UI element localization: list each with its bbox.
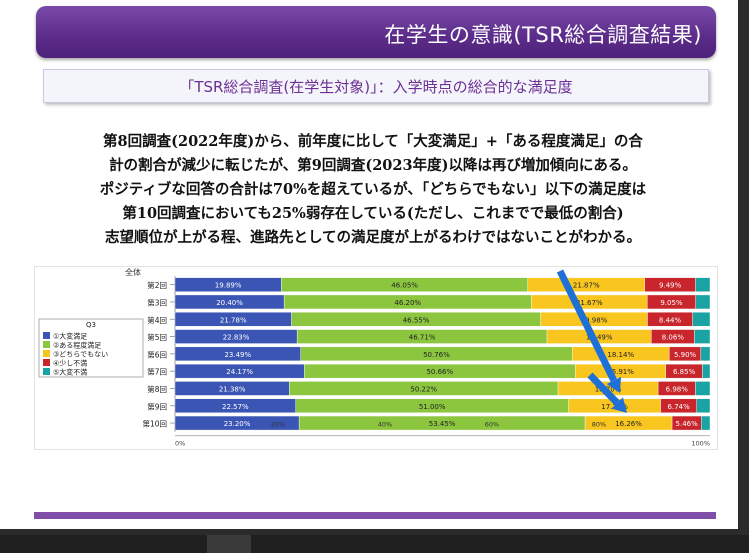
slide: 在学生の意識(TSR総合調査結果) 「TSR総合調査(在学生対象)」：入学時点の… xyxy=(0,0,738,529)
category-label: 第7回 xyxy=(147,367,167,377)
data-label: 50.22% xyxy=(410,385,437,393)
x-tick-label: 0% xyxy=(175,440,185,448)
chart-panel: 全体 第2回 19.89% 46.05% 21.87% 9.49% 第3回 20.40% 46.… xyxy=(34,266,718,450)
data-label: 19.98% xyxy=(581,316,608,324)
inner-tick-label: 40% xyxy=(378,421,392,429)
data-label: 21.38% xyxy=(219,385,246,393)
data-label: 21.87% xyxy=(573,282,600,290)
data-label: 19.49% xyxy=(586,334,613,342)
bar-segment xyxy=(701,415,711,431)
data-label: 21.67% xyxy=(576,299,603,307)
data-label: 9.05% xyxy=(660,299,683,307)
summary-line-2: 計の割合が減少に転じたが、第9回調査(2023年度)以降は再び増加傾向にある。 xyxy=(109,157,637,174)
category-label: 第3回 xyxy=(147,297,167,307)
header-bar: 在学生の意識(TSR総合調査結果) xyxy=(36,6,716,58)
category-label: 第5回 xyxy=(147,332,167,342)
data-label: 50.76% xyxy=(423,351,450,359)
data-label: 5.90% xyxy=(674,351,697,359)
subtitle-box: 「TSR総合調査(在学生対象)」：入学時点の総合的な満足度 xyxy=(43,69,709,103)
data-label: 19.89% xyxy=(215,282,242,290)
summary-line-4: 第10回調査においても25%弱存在している(ただし、これまでで最低の割合) xyxy=(122,205,624,222)
data-label: 8.06% xyxy=(662,334,685,342)
bar-segment xyxy=(692,312,711,327)
data-label: 18.14% xyxy=(607,351,634,359)
bar-segment xyxy=(700,346,711,362)
data-label: 23.49% xyxy=(224,351,251,359)
legend-swatch xyxy=(43,341,50,348)
data-label: 23.20% xyxy=(224,420,251,428)
inner-tick-label: 80% xyxy=(592,421,606,429)
data-label: 46.55% xyxy=(403,316,430,324)
data-label: 8.44% xyxy=(659,316,682,324)
legend-swatch xyxy=(43,368,50,375)
category-label: 第4回 xyxy=(147,315,167,325)
legend-entry: ⑤大変不満 xyxy=(53,368,87,377)
data-label: 21.78% xyxy=(220,316,247,324)
category-label: 第8回 xyxy=(147,384,167,394)
bar-segment xyxy=(695,277,711,292)
legend-entry: ④少し不満 xyxy=(53,360,87,368)
data-label: 51.00% xyxy=(419,403,446,411)
data-label: 46.71% xyxy=(409,334,436,342)
x-tick-label: 100% xyxy=(691,440,710,448)
footer-line xyxy=(34,512,716,519)
data-label: 46.05% xyxy=(391,282,418,290)
summary-line-1: 第8回調査(2022年度)から、前年度に比して「大変満足」+「ある程度満足」の合 xyxy=(103,133,643,150)
data-label: 46.20% xyxy=(394,299,421,307)
group-label: 全体 xyxy=(125,267,141,277)
trend-arrow-head xyxy=(606,376,622,393)
slide-title: 在学生の意識(TSR総合調査結果) xyxy=(384,23,702,47)
bottom-strip-marker xyxy=(207,535,251,553)
legend-entry: ②ある程度満足 xyxy=(53,341,101,350)
trend-arrow-shaft xyxy=(556,269,617,382)
category-label: 第6回 xyxy=(147,349,167,359)
data-label: 6.98% xyxy=(666,385,689,393)
bar-segment xyxy=(696,398,711,413)
inner-tick-label: 60% xyxy=(485,421,499,429)
category-label: 第10回 xyxy=(142,419,167,429)
data-label: 24.17% xyxy=(226,368,253,376)
bar-segment xyxy=(694,329,711,344)
summary-line-3: ポジティブな回答の合計は70%を超えているが、「どちらでもない」以下の満足度は xyxy=(99,181,647,198)
inner-tick-label: 20% xyxy=(271,421,285,429)
data-label: 6.85% xyxy=(673,368,696,376)
bar-segment xyxy=(695,294,711,310)
summary-paragraph: 第8回調査(2022年度)から、前年度に比して「大変満足」+「ある程度満足」の合… xyxy=(28,130,718,250)
data-label: 16.26% xyxy=(615,420,642,428)
legend-swatch xyxy=(43,350,50,357)
trend-arrow-2-head xyxy=(611,397,627,413)
legend-box xyxy=(38,318,144,378)
data-label: 22.83% xyxy=(223,334,250,342)
legend-entry: ①大変満足 xyxy=(53,332,87,341)
data-label: 6.74% xyxy=(668,403,691,411)
data-label: 22.57% xyxy=(222,403,249,411)
trend-arrow-2-shaft xyxy=(587,372,620,406)
slide-subtitle: 「TSR総合調査(在学生対象)」：入学時点の総合的な満足度 xyxy=(179,78,573,96)
bottom-strip xyxy=(0,535,749,553)
data-label: 9.49% xyxy=(659,282,682,290)
legend-title: Q3 xyxy=(86,321,96,329)
data-label: 53.45% xyxy=(429,420,456,428)
category-label: 第9回 xyxy=(147,401,167,411)
summary-line-5: 志望順位が上がる程、進路先としての満足度が上がるわけではないことがわかる。 xyxy=(104,229,642,246)
bar-segment xyxy=(695,381,711,396)
category-label: 第2回 xyxy=(147,280,167,290)
legend-entry: ③どちらでもない xyxy=(53,351,108,359)
data-label: 5.46% xyxy=(676,420,699,428)
data-label: 20.40% xyxy=(216,299,243,307)
legend-swatch xyxy=(43,332,50,339)
data-label: 16.91% xyxy=(607,368,634,376)
bar-segment xyxy=(702,363,711,379)
legend-swatch xyxy=(43,359,50,366)
data-label: 50.66% xyxy=(426,368,453,376)
